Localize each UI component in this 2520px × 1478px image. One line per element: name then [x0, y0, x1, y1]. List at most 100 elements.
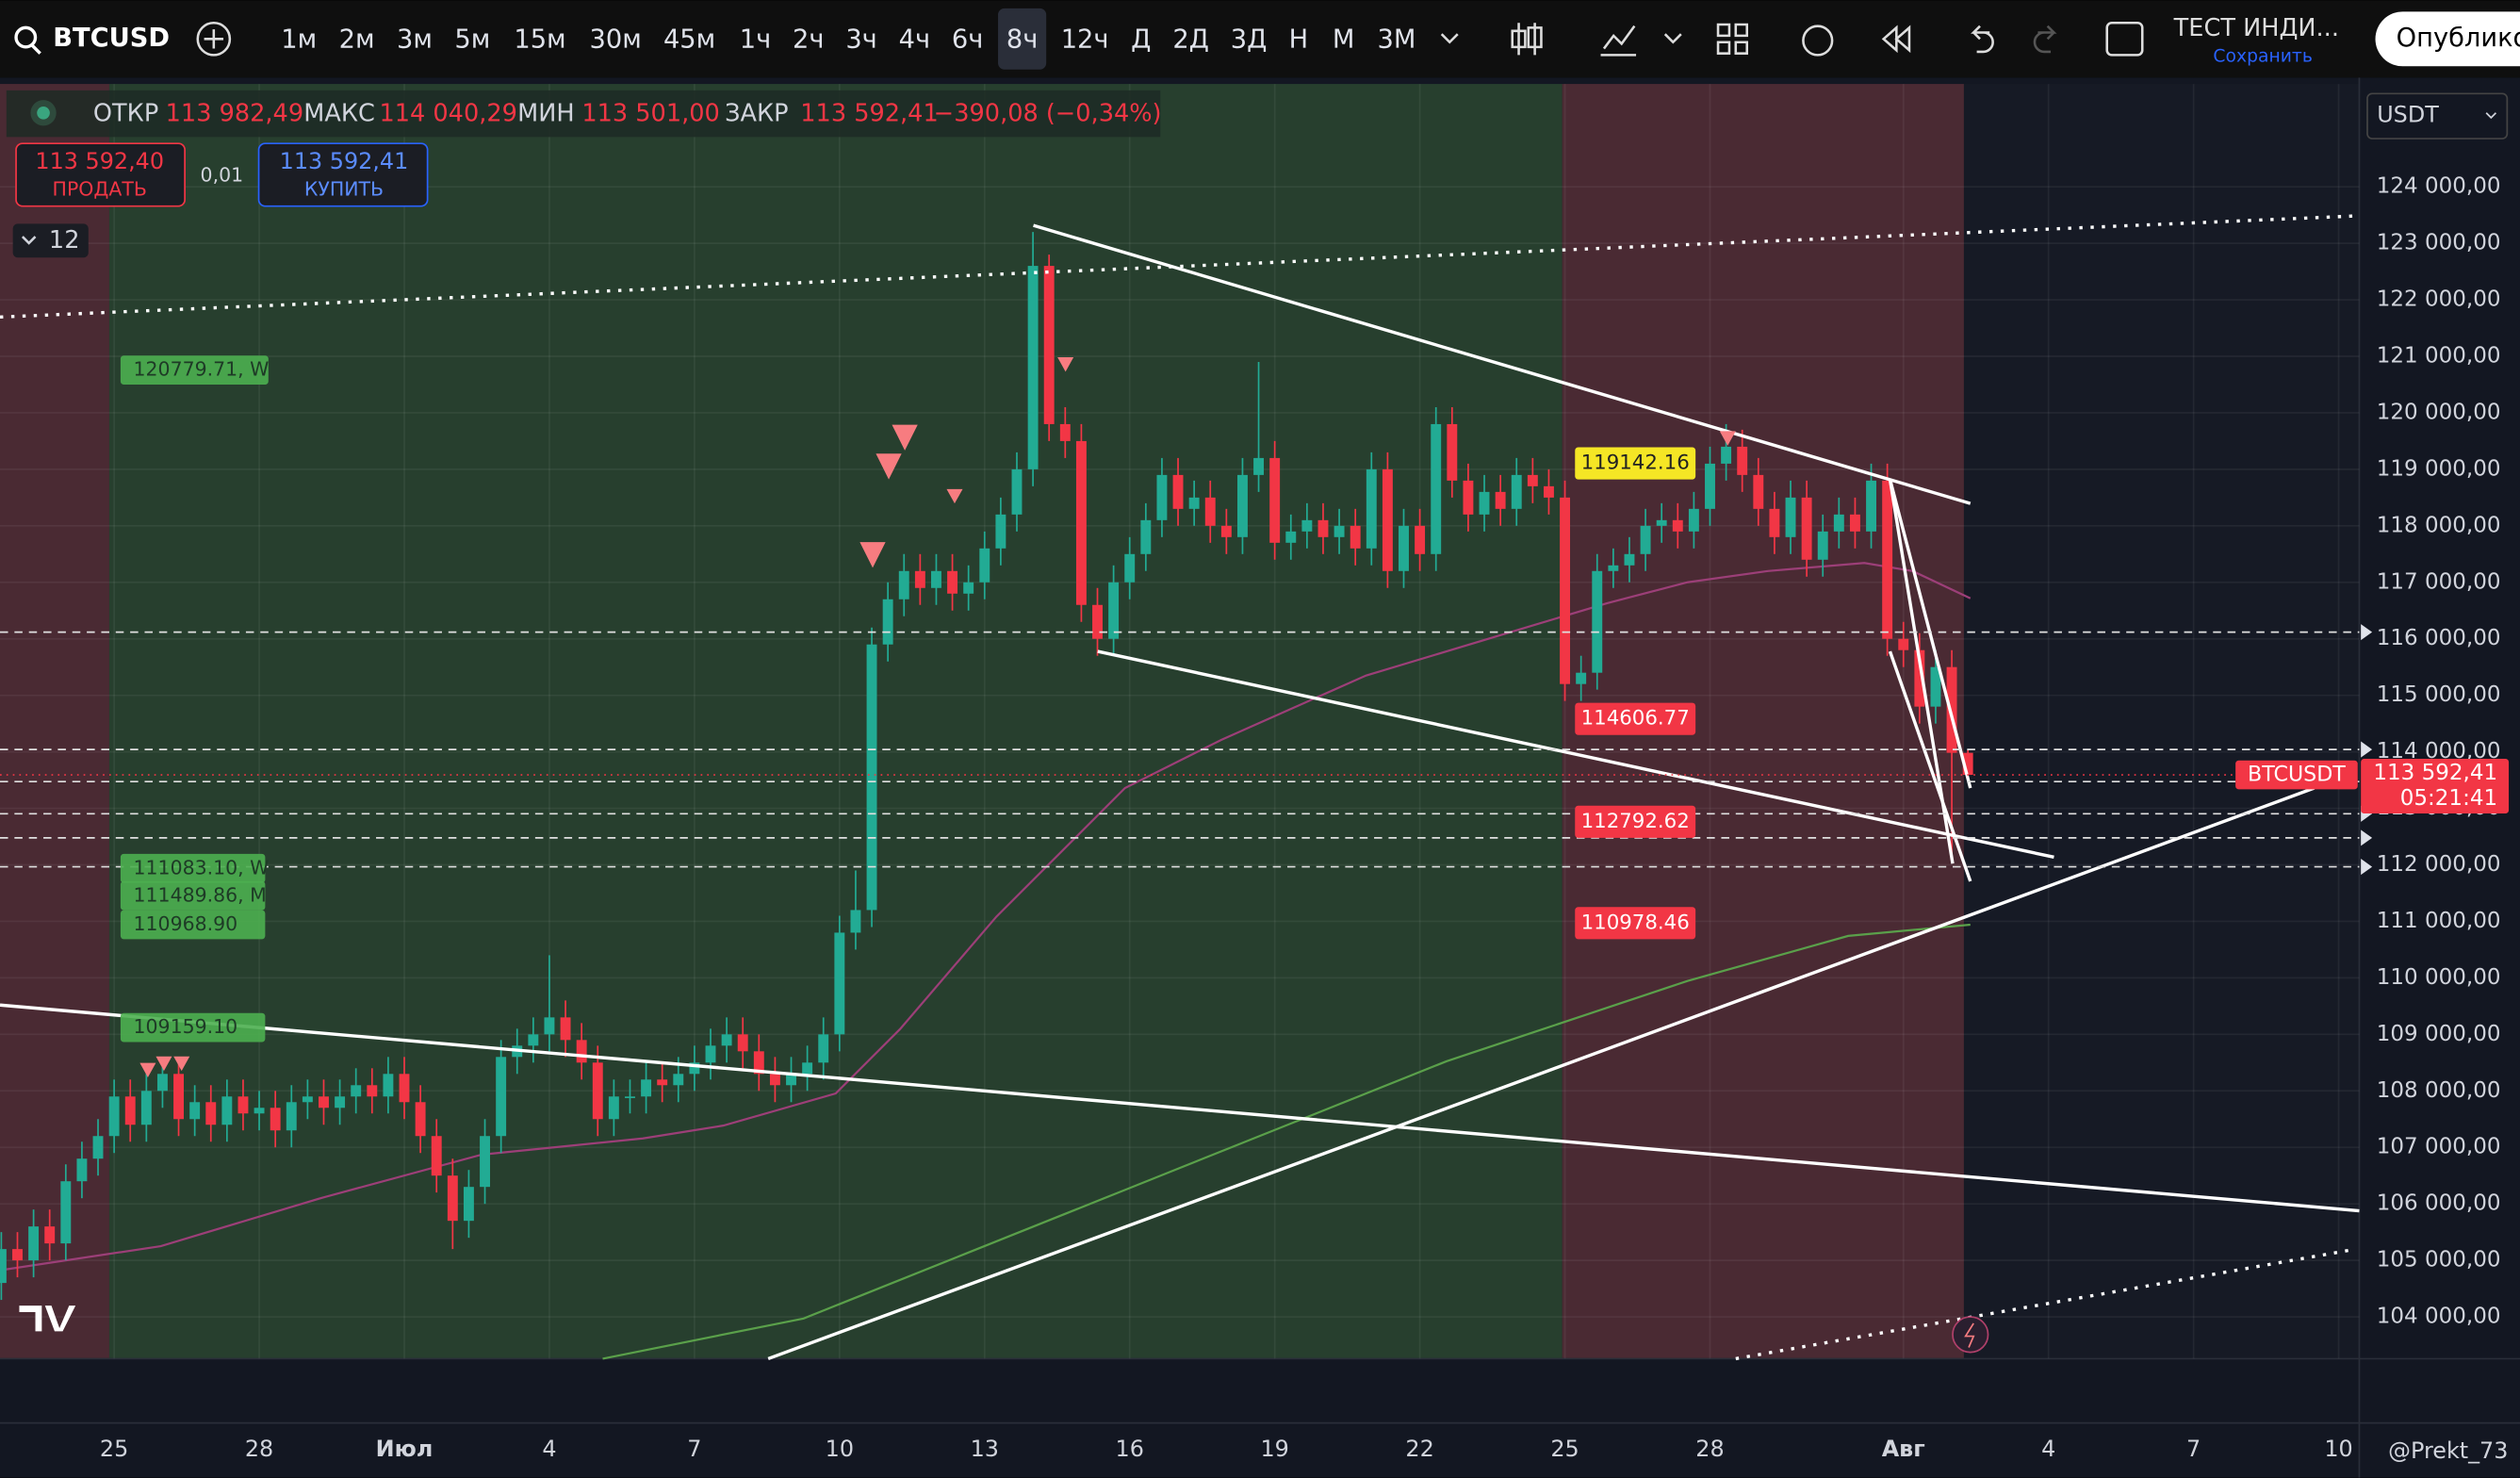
sell-button[interactable]	[15, 142, 186, 207]
x-tick-label: Авг	[1882, 1436, 1925, 1462]
candle-body	[189, 1102, 201, 1120]
interval[interactable]: 3Д	[1231, 25, 1268, 55]
candle-body	[1721, 446, 1732, 464]
interval[interactable]: Д	[1131, 25, 1151, 55]
sell-label[interactable]: ПРОДАТЬ	[53, 178, 147, 201]
x-tick-label: 7	[687, 1436, 701, 1462]
buy-label[interactable]: КУПИТЬ	[304, 178, 384, 201]
y-tick-label: 109 000,00	[2377, 1022, 2501, 1046]
legend-label: МИН	[517, 99, 574, 127]
candle-body	[1075, 440, 1087, 605]
indicators-toggle[interactable]	[12, 223, 89, 258]
interval[interactable]: 45м	[663, 25, 715, 55]
interval[interactable]: 2ч	[793, 25, 824, 55]
layout-icon[interactable]	[1716, 23, 1749, 55]
buy-button[interactable]	[257, 142, 429, 207]
chevron	[2485, 112, 2497, 120]
candle-body	[1204, 497, 1216, 526]
candle-body	[737, 1034, 748, 1052]
interval[interactable]: М	[1333, 25, 1355, 55]
candle-body	[76, 1158, 88, 1182]
interval[interactable]: 2м	[339, 25, 375, 55]
currency[interactable]: USDT	[2377, 102, 2439, 128]
interval[interactable]: 1ч	[740, 25, 771, 55]
legend-label: МАКС	[303, 99, 375, 127]
candle-body	[689, 1062, 700, 1075]
save-button[interactable]: Сохранить	[2213, 47, 2312, 67]
candle-body	[1640, 525, 1651, 554]
publish-button[interactable]	[2375, 11, 2520, 67]
chevron[interactable]	[1663, 33, 1682, 44]
drawings	[0, 214, 2360, 1361]
event-icon	[1964, 1322, 1975, 1348]
buy-price[interactable]: 113 592,41	[280, 148, 409, 174]
candle-body	[12, 1249, 23, 1261]
undo-icon[interactable]	[1971, 25, 1994, 54]
publish-label[interactable]: Опублико	[2397, 24, 2520, 53]
candle-body	[1350, 525, 1361, 549]
symbol[interactable]: BTCUSD	[53, 24, 170, 53]
candle-body	[1269, 457, 1281, 543]
candle-body	[124, 1096, 136, 1125]
candle-body	[1576, 672, 1587, 684]
level-label: 111083.10, W	[134, 856, 270, 879]
y-tick-label: 105 000,00	[2377, 1248, 2501, 1273]
event-icon[interactable]	[1952, 1316, 1989, 1354]
alert-icon[interactable]	[1802, 25, 1834, 57]
candle-body	[882, 599, 893, 645]
add-symbol[interactable]	[196, 21, 232, 57]
candle-body	[721, 1034, 732, 1046]
candle-body	[1769, 508, 1780, 537]
candle-body	[1946, 666, 1957, 753]
indicator-icon[interactable]	[1600, 25, 1637, 57]
candle-body	[979, 548, 990, 583]
candle-body	[705, 1045, 716, 1063]
interval[interactable]: 1м	[281, 25, 317, 55]
sell-price[interactable]: 113 592,40	[35, 148, 164, 174]
interval[interactable]: 6ч	[952, 25, 983, 55]
x-tick-label: 10	[2324, 1436, 2352, 1462]
interval[interactable]: 3М	[1378, 25, 1416, 55]
replay-icon[interactable]	[1881, 25, 1911, 54]
search-icon[interactable]	[14, 25, 38, 49]
y-tick-label: 110 000,00	[2377, 965, 2501, 990]
interval[interactable]: 2Д	[1172, 25, 1209, 55]
candle-body	[60, 1181, 72, 1244]
x-tick-label: 10	[826, 1436, 854, 1462]
grid	[0, 84, 2360, 1359]
currency-select[interactable]	[2366, 92, 2509, 140]
candle-body	[1447, 423, 1458, 481]
layout-name[interactable]: ТЕСТ ИНДИ...	[2173, 14, 2339, 42]
candle-body	[1511, 474, 1522, 509]
level-label-bg	[120, 355, 269, 385]
candle-body	[1140, 519, 1152, 554]
candle-body	[818, 1034, 829, 1063]
interval[interactable]: 5м	[454, 25, 490, 55]
interval[interactable]: 15м	[514, 25, 565, 55]
trend-line	[1888, 650, 1972, 882]
candle-body	[1962, 752, 1973, 776]
x-tick-label: 22	[1405, 1436, 1433, 1462]
interval[interactable]: 12ч	[1061, 25, 1109, 55]
interval[interactable]: 8ч	[1006, 25, 1038, 55]
chevron[interactable]	[1440, 33, 1459, 44]
symbol-badge-label: BTCUSDT	[2248, 763, 2346, 787]
fullscreen-icon[interactable]	[2105, 21, 2144, 57]
candle-body	[1415, 525, 1426, 554]
candle-icon[interactable]	[1511, 23, 1543, 56]
interval[interactable]: 3ч	[845, 25, 876, 55]
interval[interactable]: Н	[1289, 25, 1309, 55]
indicators-count[interactable]: 12	[49, 226, 80, 255]
candle-body	[140, 1091, 152, 1125]
redo-icon[interactable]	[2033, 25, 2057, 54]
interval[interactable]: 3м	[397, 25, 433, 55]
candle-body	[1898, 638, 1909, 650]
interval[interactable]: 30м	[590, 25, 642, 55]
zone-dark	[1963, 84, 2360, 1359]
interval[interactable]: 4ч	[899, 25, 930, 55]
intervals: 1м 2м 3м 5м 15м 30м 45м 1ч 2ч 3ч 4ч 6ч 8ч 12ч Д 2Д 3Д Н М 3…	[281, 8, 1415, 70]
quantity[interactable]: 0,01	[201, 163, 244, 186]
x-tick-label: 13	[971, 1436, 999, 1462]
trend-line	[767, 786, 2315, 1361]
